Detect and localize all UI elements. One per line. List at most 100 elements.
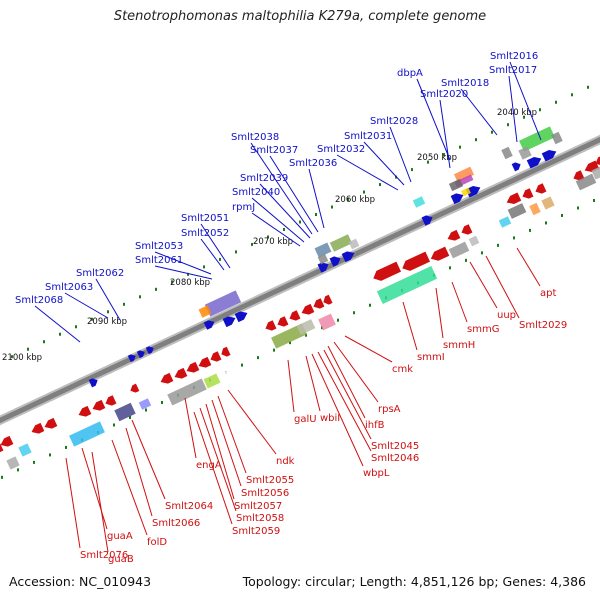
- reverse-leader-line: [323, 349, 372, 440]
- tick-dot: [27, 347, 29, 351]
- reverse-leader-line: [125, 427, 153, 517]
- reverse-leader-line: [333, 341, 379, 403]
- tick-dot: [481, 251, 483, 255]
- backbone-line: [0, 136, 600, 424]
- forward-leader-line: [154, 251, 212, 275]
- forward-gene-label: Smlt2016: [490, 51, 538, 62]
- tick-dot: [305, 333, 307, 337]
- reverse-gene-block: [69, 421, 105, 447]
- forward-leader-line: [95, 278, 121, 321]
- reverse-gene-label: uup: [497, 310, 516, 321]
- reverse-gene-arrow: [301, 303, 315, 315]
- forward-leader-line: [508, 75, 518, 143]
- reverse-gene-label: apt: [540, 288, 556, 299]
- reverse-gene-label: Smlt2029: [519, 320, 567, 331]
- forward-leader-line: [389, 126, 412, 183]
- reverse-gene-label: Smlt2056: [241, 488, 289, 499]
- tick-dot: [577, 206, 579, 210]
- forward-leader-line: [269, 155, 319, 233]
- scale-tick-label: 2100 kbp: [2, 353, 42, 363]
- tick-dot: [561, 213, 563, 217]
- tick-dot: [379, 183, 381, 187]
- reverse-leader-line: [305, 355, 321, 412]
- forward-gene-label: Smlt2036: [289, 158, 337, 169]
- reverse-gene-label: ndk: [276, 456, 295, 467]
- tick-dot: [587, 85, 589, 89]
- reverse-gene-label: galU: [294, 414, 317, 425]
- reverse-gene-block: [318, 313, 336, 331]
- tick-dot: [145, 408, 147, 412]
- forward-gene-label: Smlt2017: [489, 65, 537, 76]
- forward-gene-arrow: [145, 346, 154, 355]
- reverse-gene-block: [271, 323, 307, 349]
- reverse-leader-line: [91, 451, 109, 553]
- reverse-gene-arrow: [130, 383, 140, 393]
- reverse-gene-arrow: [573, 170, 585, 181]
- forward-leader-line: [363, 141, 405, 186]
- reverse-leader-line: [211, 399, 242, 487]
- tick-dot: [155, 287, 157, 291]
- forward-gene-block: [198, 305, 212, 318]
- reverse-leader-line: [435, 287, 444, 339]
- reverse-gene-arrow: [595, 155, 600, 166]
- tick-dot: [459, 145, 461, 149]
- forward-gene-label: Smlt2028: [370, 116, 418, 127]
- tick-dot: [529, 228, 531, 232]
- forward-leader-line: [308, 168, 325, 229]
- reverse-gene-arrow: [221, 346, 231, 357]
- forward-gene-arrow: [234, 311, 248, 323]
- forward-gene-arrow: [541, 149, 557, 162]
- reverse-gene-label: guaB: [108, 554, 134, 565]
- reverse-leader-line: [344, 335, 393, 363]
- forward-leader-line: [416, 78, 451, 161]
- reverse-leader-line: [485, 255, 520, 319]
- scale-tick-label: 2060 kbp: [335, 195, 375, 205]
- tick-dot: [465, 258, 467, 262]
- reverse-leader-line: [451, 281, 468, 323]
- tick-dot: [593, 198, 595, 202]
- reverse-gene-label: Smlt2046: [371, 453, 419, 464]
- reverse-gene-arrow: [277, 316, 289, 327]
- reverse-gene-label: Smlt2064: [165, 501, 213, 512]
- forward-gene-label: Smlt2062: [76, 268, 124, 279]
- forward-gene-label: Smlt2053: [135, 241, 183, 252]
- reverse-gene-arrow: [105, 395, 117, 406]
- forward-gene-label: Smlt2032: [317, 144, 365, 155]
- forward-gene-label: Smlt2051: [181, 213, 229, 224]
- reverse-gene-label: smmH: [443, 340, 475, 351]
- reverse-gene-arrow: [289, 310, 301, 321]
- reverse-gene-label: wbpL: [363, 468, 390, 479]
- tick-dot: [235, 250, 237, 254]
- scale-tick-label: 2080 kbp: [170, 278, 210, 288]
- forward-gene-block: [314, 242, 332, 258]
- forward-gene-block: [501, 146, 513, 160]
- forward-gene-arrow: [329, 256, 341, 267]
- forward-gene-arrow: [127, 354, 136, 363]
- forward-gene-label: dbpA: [397, 68, 423, 79]
- reverse-gene-arrow: [506, 192, 522, 205]
- forward-leader-line: [200, 223, 231, 269]
- forward-gene-arrow: [222, 316, 236, 328]
- reverse-gene-arrow: [174, 367, 188, 379]
- forward-leader-line: [509, 61, 542, 141]
- forward-gene-block: [204, 290, 242, 317]
- reverse-gene-label: smmG: [467, 324, 499, 335]
- scale-tick-label: 2090 kbp: [87, 317, 127, 327]
- forward-gene-arrow: [341, 251, 355, 263]
- tick-dot: [315, 212, 317, 216]
- reverse-gene-block: [203, 373, 221, 389]
- forward-leader-line: [34, 305, 81, 343]
- reverse-leader-line: [111, 439, 148, 536]
- tick-dot: [113, 423, 115, 427]
- forward-gene-label: Smlt2040: [232, 187, 280, 198]
- tick-dot: [241, 363, 243, 367]
- reverse-gene-block: [167, 378, 207, 406]
- reverse-leader-line: [65, 457, 81, 549]
- accession-text: Accession: NC_010943: [9, 574, 152, 589]
- forward-gene-label: Smlt2037: [250, 145, 298, 156]
- reverse-leader-line: [227, 389, 277, 455]
- reverse-gene-label: cmk: [392, 364, 413, 375]
- tick-dot: [571, 93, 573, 97]
- tick-dot: [49, 453, 51, 457]
